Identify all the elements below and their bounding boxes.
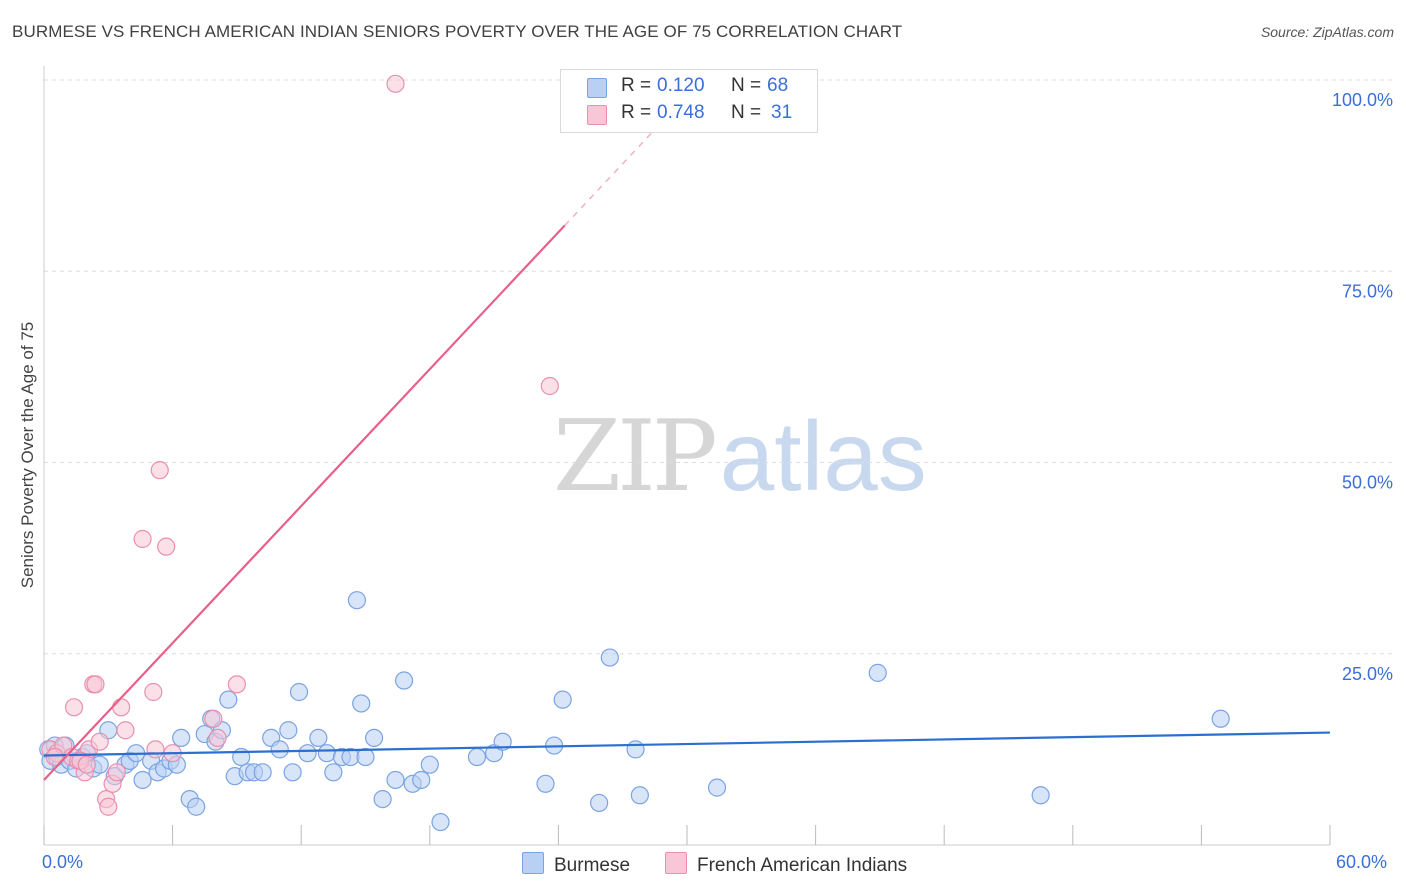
burmese-point — [219, 690, 238, 709]
x-tick-label-min: 0.0% — [42, 852, 84, 872]
burmese-point — [289, 682, 309, 702]
burmese-point — [467, 747, 487, 767]
french-american-indians-legend-swatch — [665, 852, 687, 874]
y-tick-label: 50.0% — [1342, 473, 1393, 493]
y-tick-label: 100.0% — [1332, 90, 1393, 110]
legend-item-french-american-indians: French American Indians — [665, 852, 907, 877]
french-american-indians-point — [146, 740, 165, 759]
watermark-zip: ZIP — [553, 400, 718, 514]
french-american-indians-point — [86, 675, 105, 694]
burmese-point — [707, 778, 727, 797]
burmese-point — [1031, 786, 1050, 805]
burmese-point — [630, 786, 649, 805]
burmese-point — [270, 740, 289, 759]
burmese-point — [420, 755, 439, 774]
burmese-point — [253, 763, 272, 782]
french-american-indians-point — [144, 682, 163, 702]
french-american-indians-point — [90, 732, 109, 751]
french-american-indians-point — [45, 747, 64, 767]
burmese-point — [356, 747, 375, 767]
burmese-point — [553, 690, 572, 709]
french-american-indians-point — [227, 675, 246, 694]
stats-legend: R = 0.120 N = 68 R = 0.748 N = 31 — [560, 69, 818, 133]
french-american-indians-point — [133, 529, 152, 549]
legend-label-french-american-indians: French American Indians — [697, 855, 908, 876]
burmese-point — [347, 591, 367, 610]
burmese-point — [187, 797, 206, 816]
burmese-point — [279, 721, 298, 740]
burmese-point — [493, 732, 512, 751]
burmese-legend-swatch — [522, 852, 544, 874]
french-american-indians-point — [157, 537, 176, 556]
n-value: 68 — [767, 75, 789, 96]
burmese-point — [868, 663, 887, 682]
french-american-indians-point — [150, 461, 169, 480]
y-tick-label: 75.0% — [1342, 281, 1393, 301]
french-american-indians-point — [204, 709, 223, 728]
burmese-point — [317, 744, 337, 763]
r-value: 0.748 — [657, 102, 705, 123]
burmese-point — [1211, 709, 1230, 728]
burmese-point — [536, 774, 555, 793]
french-american-indians-point — [116, 721, 135, 740]
french-american-indians-point — [99, 797, 118, 816]
burmese-point — [600, 648, 619, 667]
r-value: 0.120 — [657, 75, 705, 96]
burmese-point — [431, 812, 450, 832]
r-label: R = — [621, 75, 652, 96]
source-label: Source: ZipAtlas.com — [1260, 24, 1394, 40]
n-label: N = — [731, 75, 762, 96]
french-american-indians-point — [208, 728, 227, 748]
burmese-point — [298, 744, 317, 763]
burmese-point — [394, 671, 414, 690]
burmese-trend-line — [43, 731, 1331, 757]
n-value: 31 — [771, 102, 793, 123]
burmese-swatch — [587, 78, 607, 98]
french-american-indians-point — [540, 376, 559, 396]
legend-label-burmese: Burmese — [554, 855, 631, 876]
burmese-point — [172, 728, 191, 748]
r-label: R = — [621, 102, 652, 123]
french-american-indians-point — [386, 74, 405, 93]
french-american-indians-point — [77, 755, 96, 774]
burmese-point — [352, 694, 371, 713]
x-tick-label-max: 60.0% — [1336, 852, 1388, 872]
legend-item-burmese: Burmese — [522, 852, 630, 877]
burmese-point — [590, 793, 609, 813]
chart-title: BURMESE VS FRENCH AMERICAN INDIAN SENIOR… — [12, 22, 903, 41]
french-american-indians-point — [112, 698, 131, 717]
watermark-atlas: atlas — [719, 401, 927, 511]
burmese-point — [373, 789, 392, 809]
burmese-point — [324, 763, 343, 782]
burmese-point — [309, 728, 328, 748]
french-american-indians-swatch — [587, 105, 607, 125]
french-american-indians-point — [107, 763, 126, 782]
n-label: N = — [731, 102, 762, 123]
burmese-point — [364, 728, 384, 748]
y-tick-label: 25.0% — [1342, 664, 1393, 684]
burmese-point — [133, 770, 152, 790]
french-american-indians-trend-line — [43, 224, 566, 781]
watermark: ZIPatlas — [553, 400, 927, 514]
burmese-point — [412, 770, 431, 790]
burmese-point — [626, 740, 645, 759]
burmese-point — [386, 770, 405, 790]
french-american-indians-point — [64, 698, 84, 717]
burmese-point — [283, 763, 302, 782]
